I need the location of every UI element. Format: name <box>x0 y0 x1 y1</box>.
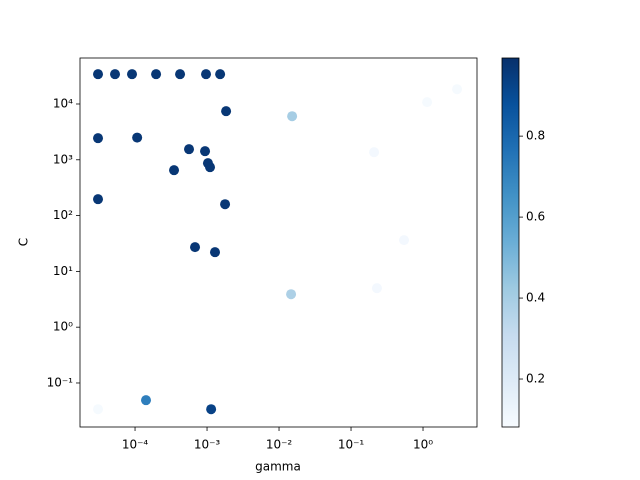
point <box>209 247 220 258</box>
point <box>200 146 211 157</box>
point <box>110 69 121 80</box>
point <box>205 162 216 173</box>
colorbar <box>501 57 520 428</box>
x-tick-label: 10⁰ <box>413 438 433 452</box>
point <box>422 97 433 108</box>
point <box>201 69 212 80</box>
y-tick-label: 10⁴ <box>53 96 73 110</box>
y-tick-label: 10³ <box>53 152 73 166</box>
point <box>93 404 104 415</box>
colorbar-tick-label: 0.6 <box>526 210 545 224</box>
point <box>93 194 104 205</box>
point <box>371 283 382 294</box>
point <box>220 199 231 210</box>
point <box>206 404 217 415</box>
point <box>184 144 195 155</box>
x-tick-label: 10⁻² <box>266 438 293 452</box>
x-tick-label: 10⁻³ <box>194 438 221 452</box>
point <box>132 132 143 143</box>
point <box>141 395 152 406</box>
point <box>221 106 232 117</box>
point <box>286 289 297 300</box>
colorbar-tick-label: 0.8 <box>526 129 545 143</box>
point <box>127 69 138 80</box>
point <box>399 235 410 246</box>
point <box>287 111 298 122</box>
point <box>215 69 226 80</box>
y-tick-label: 10⁻¹ <box>47 375 74 389</box>
x-axis-label: gamma <box>255 460 301 474</box>
y-axis-label: C <box>17 238 31 246</box>
colorbar-tick-label: 0.4 <box>526 291 545 305</box>
point <box>93 133 104 144</box>
x-tick-label: 10⁻⁴ <box>122 438 149 452</box>
colorbar-tick-label: 0.2 <box>526 372 545 386</box>
point <box>369 147 380 158</box>
point <box>175 69 186 80</box>
point <box>452 84 463 95</box>
point <box>169 165 180 176</box>
point <box>190 242 201 253</box>
point <box>93 69 104 80</box>
x-tick-label: 10⁻¹ <box>338 438 365 452</box>
y-tick-label: 10¹ <box>53 264 73 278</box>
y-tick-label: 10² <box>53 208 73 222</box>
y-tick-label: 10⁰ <box>53 320 73 334</box>
point <box>151 69 162 80</box>
